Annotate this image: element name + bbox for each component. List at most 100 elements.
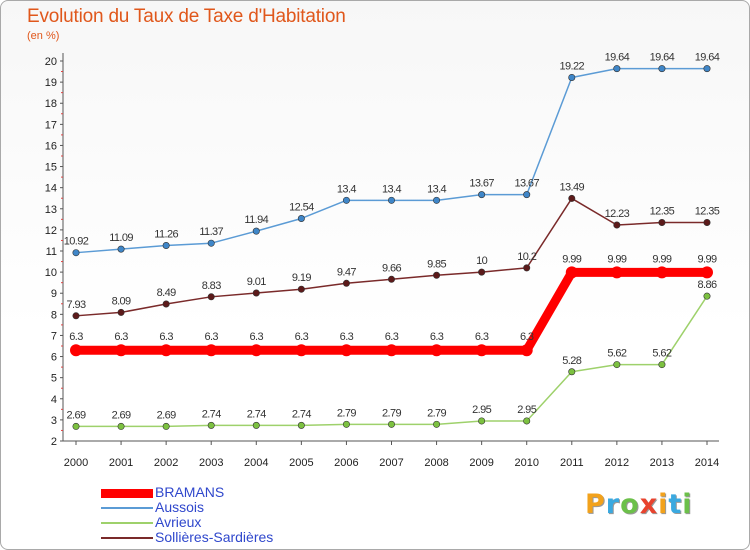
data-point <box>433 196 441 204</box>
data-label: 9.85 <box>427 258 446 270</box>
data-label: 6.3 <box>430 331 444 343</box>
data-point <box>478 191 486 199</box>
series-solli-res-sardi-res <box>72 194 711 320</box>
data-point <box>207 421 215 429</box>
data-point <box>478 268 486 276</box>
data-point <box>568 73 576 81</box>
data-point <box>72 422 80 430</box>
data-label: 13.67 <box>514 178 539 190</box>
data-label: 19.64 <box>695 52 720 64</box>
data-label: 10.92 <box>64 236 89 248</box>
x-tick-label: 2003 <box>199 457 223 469</box>
data-point <box>297 421 305 429</box>
data-label: 13.67 <box>469 178 494 190</box>
data-label: 13.49 <box>560 181 585 193</box>
y-tick-label: 4 <box>51 394 57 406</box>
series-aussois <box>72 65 711 257</box>
data-label: 9.01 <box>247 276 266 288</box>
data-label: 12.54 <box>289 201 314 213</box>
data-point <box>205 344 218 357</box>
data-label: 5.62 <box>652 348 671 360</box>
y-tick-label: 20 <box>45 56 57 68</box>
data-point <box>658 361 666 369</box>
series-bramans <box>70 266 713 357</box>
y-tick-label: 5 <box>51 373 57 385</box>
x-tick-label: 2014 <box>695 457 719 469</box>
data-label: 6.3 <box>114 331 128 343</box>
legend-label: Avrieux <box>155 514 202 530</box>
data-label: 2.74 <box>202 408 221 420</box>
data-label: 12.35 <box>695 206 720 218</box>
y-tick-label: 7 <box>51 330 57 342</box>
data-labels-layer: 10.92 11.09 11.26 11.37 11.94 12.54 13.4 13.4 13… <box>64 52 721 422</box>
data-label: 7.93 <box>66 299 85 311</box>
data-label: 12.23 <box>605 208 630 220</box>
data-point <box>703 65 711 73</box>
data-label: 6.3 <box>295 331 309 343</box>
data-label: 10.2 <box>517 251 536 263</box>
data-point <box>160 344 173 357</box>
data-point <box>430 344 443 357</box>
series-avrieux <box>72 292 711 430</box>
y-tick-label: 3 <box>51 415 57 427</box>
data-point <box>70 344 82 357</box>
data-point <box>295 344 308 357</box>
data-label: 6.3 <box>520 331 534 343</box>
data-point <box>387 420 395 428</box>
legend-swatch <box>101 507 153 509</box>
data-point <box>72 312 80 320</box>
data-point <box>568 368 576 376</box>
data-point <box>207 293 215 301</box>
y-tick-label: 13 <box>45 204 57 216</box>
data-point <box>701 266 713 279</box>
data-point <box>565 266 578 279</box>
chart-unit: (en %) <box>27 30 60 42</box>
data-label: 6.3 <box>340 331 354 343</box>
data-label: 9.66 <box>382 262 401 274</box>
data-label: 6.3 <box>159 331 173 343</box>
data-point <box>523 191 531 199</box>
data-point <box>613 65 621 73</box>
data-label: 2.69 <box>157 409 176 421</box>
data-label: 8.49 <box>157 287 176 299</box>
data-point <box>115 344 128 357</box>
data-label: 2.79 <box>337 407 356 419</box>
data-point <box>613 361 621 369</box>
data-point <box>523 264 531 272</box>
series-layer <box>70 65 713 430</box>
data-label: 10 <box>476 255 488 267</box>
x-tick-label: 2005 <box>289 457 313 469</box>
data-label: 9.99 <box>562 253 581 265</box>
y-tick-label: 16 <box>45 140 57 152</box>
legend-label: Sollières-Sardières <box>155 529 274 545</box>
data-point <box>162 422 170 430</box>
y-tick-label: 2 <box>51 436 57 448</box>
chart-title: Evolution du Taux de Taxe d'Habitation <box>27 6 346 27</box>
data-label: 9.47 <box>337 266 356 278</box>
data-point <box>342 196 350 204</box>
data-point <box>342 279 350 287</box>
legend-item: Sollières-Sardières <box>101 530 361 545</box>
data-point <box>523 417 531 425</box>
x-tick-label: 2011 <box>560 457 584 469</box>
data-point <box>385 344 398 357</box>
legend-swatch <box>101 537 153 539</box>
data-label: 19.64 <box>605 52 630 64</box>
data-point <box>433 420 441 428</box>
data-point <box>207 239 215 247</box>
data-point <box>297 214 305 222</box>
data-label: 5.28 <box>562 355 581 367</box>
axes: 2 3 4 5 6 7 8 9 10 11 12 13 14 15 16 17 18 19 20 2000 2001 20… <box>45 53 719 469</box>
data-label: 11.09 <box>109 232 133 244</box>
data-point <box>252 227 260 235</box>
data-point <box>252 421 260 429</box>
data-label: 8.83 <box>202 280 221 292</box>
series-line <box>75 67 707 254</box>
x-tick-label: 2013 <box>650 457 674 469</box>
data-label: 11.26 <box>154 229 178 241</box>
legend: BRAMANS Aussois Avrieux Sollières-Sardières <box>101 485 361 545</box>
data-label: 6.3 <box>204 331 218 343</box>
y-tick-label: 19 <box>45 77 57 89</box>
